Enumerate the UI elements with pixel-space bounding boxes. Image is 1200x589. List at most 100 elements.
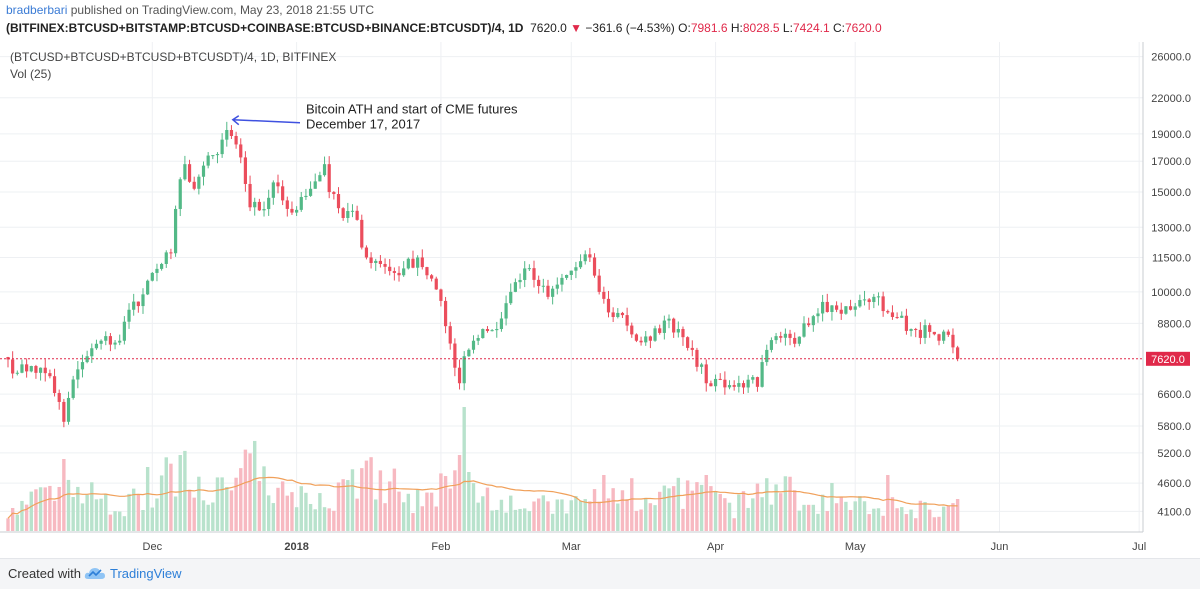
volume-bar [262, 466, 266, 531]
volume-bar [369, 457, 373, 531]
candle-body [946, 331, 950, 335]
candle-body [839, 309, 843, 314]
candle-body [914, 329, 918, 331]
volume-bar [411, 513, 415, 531]
candle-body [336, 194, 341, 209]
volume-bar [211, 502, 215, 531]
price-axis-labels: 26000.0 22000.0 19000.0 17000.0 15000.0 13000… [1151, 52, 1191, 519]
volume-bar [29, 491, 33, 531]
candle-body [746, 379, 750, 388]
candle-body [388, 266, 392, 272]
volume-bar [839, 497, 843, 531]
candle-body [267, 197, 271, 210]
volume-bar [48, 485, 52, 531]
volume-bar [830, 483, 834, 531]
candle-body [751, 377, 755, 380]
volume-bar [434, 506, 438, 531]
candle-body [578, 261, 583, 268]
candle-body [206, 155, 210, 166]
candle-body [122, 321, 126, 341]
volume-bar [723, 498, 727, 531]
candle-body [197, 176, 201, 189]
candle-body [588, 254, 592, 258]
symbol-line: (BITFINEX:BTCUSD+BITSTAMP:BTCUSD+COINBAS… [6, 21, 882, 35]
volume-bar [732, 518, 736, 531]
candle-body [709, 383, 713, 387]
volume-bar [955, 499, 960, 531]
candle-body [113, 342, 117, 345]
volume-bar [248, 453, 252, 531]
volume-bar [900, 507, 904, 531]
candle-body [876, 296, 881, 298]
candle-body [118, 340, 122, 343]
price-chart[interactable]: 26000.0 22000.0 19000.0 17000.0 15000.0 13000… [0, 42, 1200, 558]
volume-bar [406, 493, 411, 531]
volume-bar [783, 476, 788, 531]
volume-bar [76, 486, 80, 531]
candle-body [192, 181, 196, 189]
volume-bar [802, 504, 806, 531]
volume-bar [285, 495, 289, 531]
candles [6, 121, 960, 428]
volume-bar [94, 499, 99, 531]
candle-body [574, 267, 578, 271]
price-tick-label: 4600.0 [1157, 478, 1191, 490]
candle-body [667, 318, 671, 321]
volume-bar [360, 468, 364, 531]
volume-bar [658, 491, 662, 531]
candle-body [602, 291, 606, 299]
tradingview-cloud-icon[interactable] [84, 565, 106, 581]
candle-body [537, 279, 541, 287]
arrow-left-icon [231, 115, 240, 126]
candle-body [48, 373, 52, 377]
candle-body [779, 336, 783, 338]
volume-bar [844, 501, 848, 531]
symbol-name[interactable]: (BITFINEX:BTCUSD+BITSTAMP:BTCUSD+COINBAS… [6, 21, 524, 35]
candle-body [234, 135, 238, 145]
volume-bar [797, 510, 802, 531]
candle-body [11, 359, 15, 374]
candle-body [374, 260, 378, 263]
volume-bar [462, 407, 466, 531]
volume-bar [378, 470, 383, 531]
volume-bar [555, 499, 559, 531]
volume-bar [159, 475, 164, 531]
candle-body [932, 331, 936, 335]
footer: Created with TradingView [0, 558, 1200, 589]
volume-bar [644, 497, 648, 531]
candle-body [886, 311, 890, 313]
candle-body [858, 300, 862, 307]
time-tick-label: Jul [1132, 541, 1146, 553]
volume-bar [280, 481, 285, 531]
volume-bar [192, 497, 196, 531]
author-link[interactable]: bradberbari [6, 3, 68, 17]
volume-bar [346, 480, 350, 531]
price-tick-label: 11500.0 [1152, 252, 1191, 264]
candle-body [295, 209, 299, 213]
candle-body [248, 183, 252, 208]
candle-body [257, 201, 261, 211]
volume-bar [914, 518, 918, 531]
time-tick-label: May [845, 541, 866, 553]
volume-bar [178, 455, 182, 531]
volume-bar [834, 503, 839, 531]
volume-bar [420, 506, 424, 531]
candle-body [644, 336, 648, 343]
volume-bar [876, 508, 881, 531]
candle-body [71, 379, 75, 398]
candle-body [923, 325, 927, 338]
volume-bar [676, 477, 681, 531]
price-axis[interactable] [1143, 42, 1200, 552]
volume-bar [24, 504, 29, 531]
volume-bar [457, 455, 462, 531]
candle-body [434, 278, 438, 290]
volume-bar [946, 505, 951, 531]
volume-bar [290, 492, 294, 531]
candle-body [918, 329, 922, 338]
ath-annotation: Bitcoin ATH and start of CME futures Dec… [231, 102, 518, 132]
tradingview-link[interactable]: TradingView [110, 566, 182, 581]
candle-body [62, 401, 66, 422]
volume-bar [564, 513, 569, 531]
volume-bar [294, 507, 299, 531]
candle-body [634, 334, 639, 341]
